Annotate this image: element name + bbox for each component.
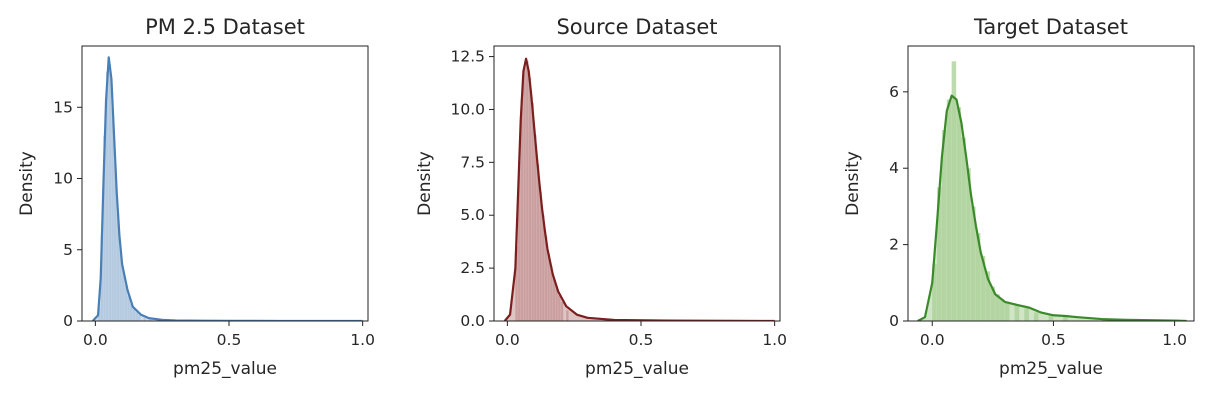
- y-tick-label: 5.0: [460, 206, 485, 224]
- chart-title: Target Dataset: [973, 15, 1128, 39]
- y-tick-label: 15: [53, 98, 73, 116]
- chart-title: PM 2.5 Dataset: [145, 15, 305, 39]
- axes-frame: [81, 45, 369, 322]
- kde-area: [92, 57, 363, 321]
- x-axis-label: pm25_value: [999, 359, 1103, 379]
- y-tick-label: 5: [63, 241, 73, 259]
- x-tick-label: 0.0: [83, 331, 108, 349]
- x-tick-label: 1.0: [350, 331, 375, 349]
- y-tick-label: 6: [889, 83, 899, 101]
- x-tick-label: 0.0: [920, 331, 945, 349]
- axes-frame: [493, 45, 781, 322]
- axes-frame: [907, 45, 1195, 322]
- plot-area: [91, 56, 363, 321]
- kde-line: [503, 57, 775, 321]
- y-tick-label: 4: [889, 159, 899, 177]
- plot-area: [503, 57, 775, 321]
- y-tick-label: 7.5: [460, 153, 485, 171]
- chart-panel-2: 0.0 0.5 1.0 0.0 2.5 5.0 7.5 10.0 12.5 Source Data…: [415, 15, 787, 379]
- x-tick-label: 0.5: [217, 331, 242, 349]
- chart-panel-3: 0.0 0.5 1.0 0 2 4 6 Target Dataset pm25_value Den…: [843, 15, 1195, 379]
- y-tick-label: 0: [889, 312, 899, 330]
- y-tick-label: 0.0: [460, 312, 485, 330]
- x-tick-label: 0.5: [629, 331, 654, 349]
- kde-line: [91, 56, 363, 321]
- plot-area: [917, 61, 1187, 321]
- x-tick-label: 1.0: [1162, 331, 1187, 349]
- kde-area: [504, 58, 775, 321]
- chart-panel-1: 0.0 0.5 1.0 0 5 10 15 PM 2.5 Dataset pm25_value D…: [17, 15, 375, 379]
- y-tick-label: 0: [63, 312, 73, 330]
- x-tick-label: 1.0: [762, 331, 787, 349]
- x-axis-label: pm25_value: [585, 359, 689, 379]
- y-tick-label: 10: [53, 170, 73, 188]
- y-axis-label: Density: [843, 151, 863, 216]
- x-axis-label: pm25_value: [173, 359, 277, 379]
- x-tick-label: 0.5: [1041, 331, 1066, 349]
- y-tick-label: 2.5: [460, 259, 485, 277]
- y-tick-label: 12.5: [450, 48, 485, 66]
- y-axis-label: Density: [415, 151, 435, 216]
- y-axis-label: Density: [17, 151, 37, 216]
- x-tick-label: 0.0: [495, 331, 520, 349]
- chart-title: Source Dataset: [556, 15, 717, 39]
- y-tick-label: 10.0: [450, 100, 485, 118]
- y-tick-label: 2: [889, 236, 899, 254]
- kde-line: [917, 94, 1187, 321]
- kde-area: [917, 95, 1187, 321]
